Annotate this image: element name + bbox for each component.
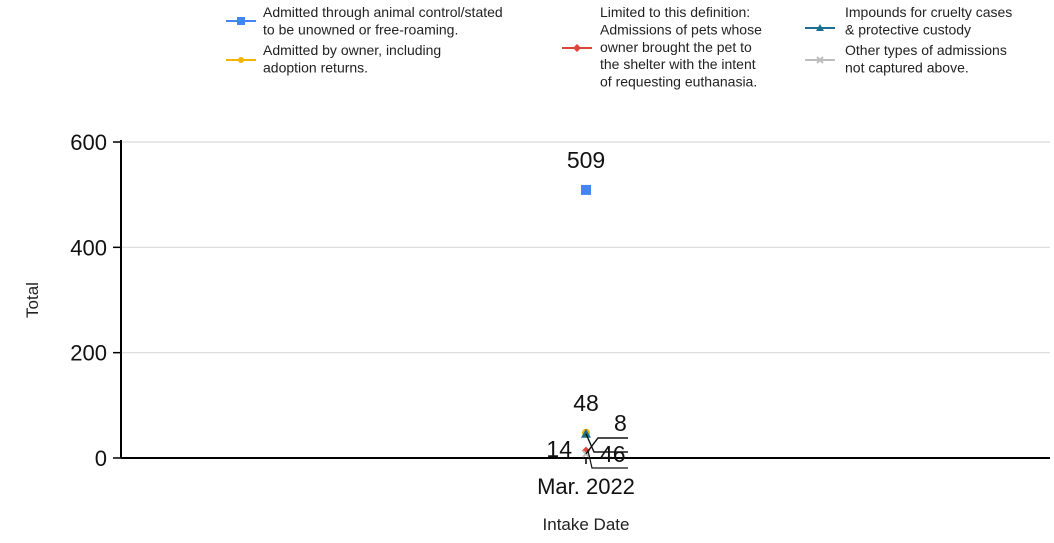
data-label-1: 509 <box>567 147 605 173</box>
chart-legend: Admitted through animal control/stated to… <box>226 4 1012 90</box>
leader-line-8 <box>585 437 628 455</box>
legend-marker <box>237 17 245 25</box>
chart-marks <box>581 184 591 458</box>
legend-item-5: Other types of admissions not captured ab… <box>805 42 1007 75</box>
x-axis-title: Intake Date <box>543 515 630 534</box>
legend-marker <box>573 44 581 52</box>
legend-line: Admitted by owner, including <box>263 42 441 58</box>
legend-label-3: Limited to this definition: Admissions of… <box>600 4 762 90</box>
legend-marker <box>816 56 824 64</box>
legend-line: & protective custody <box>845 21 971 37</box>
chart-gridlines <box>121 141 1050 354</box>
legend-marker <box>816 24 824 31</box>
leader-line-14 <box>587 450 628 469</box>
y-tick-label-0: 0 <box>95 446 107 471</box>
data-label-3: 14 <box>546 436 572 462</box>
legend-label-5: Other types of admissions not captured ab… <box>845 42 1007 75</box>
y-tick-label-400: 400 <box>70 235 107 260</box>
legend-label-4: Impounds for cruelty cases & protective c… <box>845 4 1012 37</box>
data-point-4 <box>581 428 591 438</box>
leader-line-46 <box>585 433 628 453</box>
x-tick-label: Mar. 2022 <box>537 474 635 499</box>
y-tick-label-600: 600 <box>70 130 107 155</box>
legend-line: Limited to this definition: <box>600 4 750 20</box>
data-label-4: 46 <box>600 441 626 467</box>
data-label-2: 48 <box>573 390 599 416</box>
legend-marker <box>238 57 244 63</box>
legend-line: not captured above. <box>845 59 969 75</box>
legend-line: adoption returns. <box>263 59 368 75</box>
chart-axes: 0 200 400 600 Mar. 2022 <box>70 130 1050 499</box>
y-axis-title: Total <box>23 282 42 318</box>
legend-line: owner brought the pet to <box>600 39 752 55</box>
legend-item-1: Admitted through animal control/stated to… <box>226 4 503 37</box>
legend-label-2: Admitted by owner, including adoption ret… <box>263 42 441 75</box>
legend-line: Other types of admissions <box>845 42 1007 58</box>
legend-line: Admitted through animal control/stated <box>263 4 503 20</box>
legend-line: Admissions of pets whose <box>600 21 762 37</box>
legend-item-2: Admitted by owner, including adoption ret… <box>226 42 441 75</box>
y-tick-label-200: 200 <box>70 341 107 366</box>
data-label-5: 8 <box>614 410 627 436</box>
legend-label-1: Admitted through animal control/stated to… <box>263 4 503 37</box>
legend-line: of requesting euthanasia. <box>600 74 757 90</box>
legend-item-3: Limited to this definition: Admissions of… <box>562 4 762 90</box>
legend-line: Impounds for cruelty cases <box>845 4 1012 20</box>
legend-line: the shelter with the intent <box>600 56 756 72</box>
data-point-1 <box>581 184 591 195</box>
legend-line: to be unowned or free-roaming. <box>263 21 458 37</box>
legend-item-4: Impounds for cruelty cases & protective c… <box>805 4 1012 37</box>
